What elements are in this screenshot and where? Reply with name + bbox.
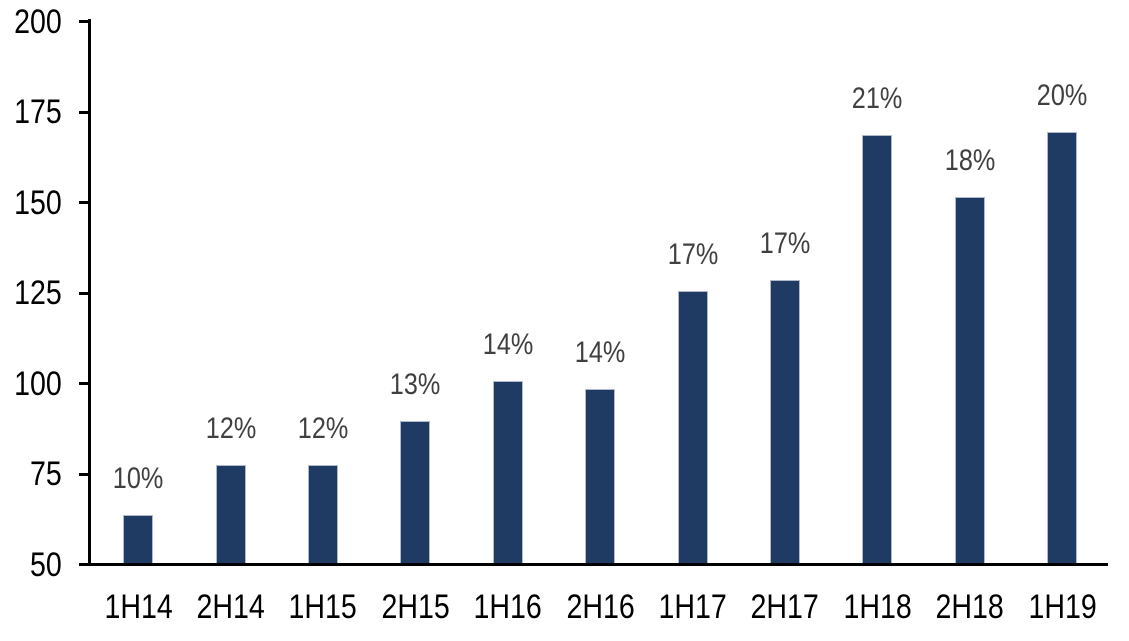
y-tick-label: 150 (14, 183, 62, 222)
bar-value-label: 10% (112, 462, 164, 496)
bar (770, 280, 800, 566)
bar (400, 421, 431, 566)
x-tick-label: 2H18 (935, 588, 1004, 626)
bar (585, 388, 616, 566)
y-tick (79, 20, 91, 23)
x-tick-label: 2H15 (381, 588, 450, 626)
bar (677, 290, 708, 566)
bar (1047, 131, 1078, 566)
x-tick-label: 2H16 (566, 588, 635, 626)
y-tick-label: 200 (14, 2, 62, 41)
y-tick (79, 382, 91, 385)
bar (492, 381, 523, 566)
bar (215, 464, 246, 566)
y-tick-label: 100 (14, 364, 62, 403)
y-tick (79, 201, 91, 204)
bar (308, 464, 338, 566)
bar-value-label: 17% (667, 237, 718, 271)
x-tick-label: 1H16 (473, 588, 542, 626)
bar (862, 135, 893, 566)
x-tick-label: 1H18 (843, 588, 912, 626)
bar (954, 196, 985, 566)
x-axis-line (79, 563, 1108, 566)
y-tick-label: 50 (30, 545, 62, 584)
x-tick-label: 2H17 (750, 588, 820, 626)
bar (123, 515, 154, 566)
bar-value-label: 14% (482, 328, 534, 362)
y-tick-label: 75 (30, 455, 62, 493)
y-tick (79, 110, 91, 114)
bar-value-label: 13% (390, 368, 441, 402)
x-tick-label: 1H15 (288, 588, 358, 626)
x-tick-label: 1H17 (658, 588, 727, 626)
bar-value-label: 17% (759, 227, 811, 261)
x-tick-label: 1H19 (1028, 588, 1097, 626)
bar-value-label: 12% (297, 411, 349, 445)
y-tick (79, 291, 91, 295)
x-tick-label: 1H14 (104, 588, 173, 626)
y-tick (79, 472, 91, 476)
x-tick-label: 2H14 (196, 588, 265, 626)
y-tick-label: 175 (14, 93, 62, 131)
bar-value-label: 14% (574, 335, 626, 369)
bar-value-label: 20% (1036, 78, 1088, 112)
bar-value-label: 21% (852, 82, 903, 116)
bar-value-label: 12% (205, 411, 256, 445)
bar-value-label: 18% (944, 143, 996, 177)
y-tick-label: 125 (14, 274, 62, 312)
